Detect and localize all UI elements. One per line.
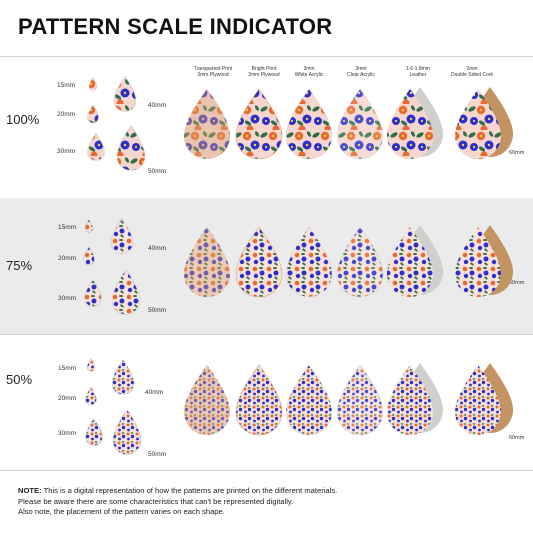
- size-label-40mm: 40mm: [148, 245, 167, 252]
- material-header-transparent-plywood: Transparent Print 3mm Plywood: [193, 66, 233, 78]
- swatch-clear-acrylic: [336, 226, 384, 298]
- material-header-leather: 1.6-1.8mm Leather: [406, 66, 430, 78]
- size-preview-drop: [87, 132, 105, 161]
- size-preview-drop: [84, 278, 102, 307]
- page-title: PATTERN SCALE INDICATOR: [18, 14, 333, 39]
- size-preview-drop: [87, 104, 99, 124]
- swatch-white-acrylic: [285, 88, 333, 160]
- scale-label-100: 100%: [6, 112, 40, 127]
- size-label-60mm: 60mm: [509, 280, 525, 286]
- size-label-15mm: 15mm: [57, 82, 76, 89]
- size-preview-drop: [85, 386, 97, 406]
- size-preview-drop: [86, 357, 96, 372]
- size-label-30mm: 30mm: [58, 430, 77, 437]
- note-text: NOTE: This is a digital representation o…: [18, 486, 338, 516]
- size-label-30mm: 30mm: [57, 148, 76, 155]
- size-preview-drop: [112, 408, 142, 455]
- swatch-transparent-plywood-print: [184, 227, 230, 297]
- swatch-cork-front: [455, 365, 501, 435]
- material-header-cork: 2mm Double Sided Cork: [451, 66, 493, 78]
- size-preview-drop: [111, 268, 141, 315]
- size-label-50mm: 50mm: [148, 451, 167, 458]
- size-preview-drop: [111, 358, 135, 395]
- size-label-60mm: 60mm: [509, 150, 525, 156]
- size-label-40mm: 40mm: [148, 102, 167, 109]
- size-preview-drop: [113, 75, 137, 112]
- material-header-clear-acrylic: 3mm Clear Acrylic: [347, 66, 375, 78]
- material-header-white-acrylic: 3mm White Acrylic: [294, 66, 324, 78]
- scale-label-50: 50%: [6, 372, 33, 387]
- size-preview-drop: [110, 217, 134, 254]
- size-label-15mm: 15mm: [58, 224, 77, 231]
- size-preview-drop: [85, 417, 103, 446]
- material-header-bright-plywood: Bright Print 3mm Plywood: [248, 66, 280, 78]
- size-preview-drop: [88, 76, 98, 91]
- size-label-15mm: 15mm: [58, 365, 77, 372]
- swatch-clear-acrylic: [336, 88, 384, 160]
- divider: [0, 334, 533, 335]
- size-label-50mm: 50mm: [148, 307, 167, 314]
- divider: [0, 470, 533, 471]
- swatch-leather-front: [387, 227, 433, 297]
- swatch-cork-front: [455, 89, 501, 159]
- size-preview-drop: [84, 218, 94, 233]
- size-label-20mm: 20mm: [57, 111, 76, 118]
- swatch-white-acrylic: [285, 364, 333, 436]
- swatch-bright-plywood: [235, 226, 283, 298]
- swatch-cork-front: [455, 227, 501, 297]
- size-label-60mm: 60mm: [509, 435, 525, 441]
- swatch-bright-plywood: [235, 88, 283, 160]
- swatch-bright-plywood: [235, 364, 283, 436]
- swatch-transparent-plywood-print: [184, 365, 230, 435]
- size-label-30mm: 30mm: [58, 295, 77, 302]
- swatch-clear-acrylic: [336, 364, 384, 436]
- size-preview-drop: [116, 124, 146, 171]
- swatch-leather-front: [387, 89, 433, 159]
- divider: [0, 56, 533, 57]
- scale-label-75: 75%: [6, 258, 33, 273]
- swatch-white-acrylic: [285, 226, 333, 298]
- size-preview-drop: [83, 246, 95, 266]
- size-label-20mm: 20mm: [58, 395, 77, 402]
- swatch-leather-front: [387, 365, 433, 435]
- size-label-40mm: 40mm: [145, 389, 164, 396]
- size-label-20mm: 20mm: [58, 255, 77, 262]
- size-label-50mm: 50mm: [148, 168, 167, 175]
- swatch-transparent-plywood-print: [184, 89, 230, 159]
